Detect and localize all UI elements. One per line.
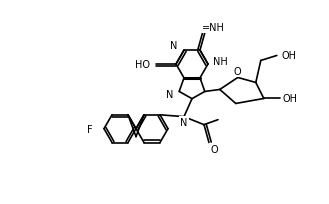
Text: N: N (165, 90, 173, 100)
Text: N: N (170, 41, 178, 51)
Text: O: O (234, 67, 241, 77)
Text: NH: NH (213, 57, 227, 67)
Text: N: N (180, 117, 188, 127)
Text: F: F (87, 124, 93, 134)
Text: O: O (210, 144, 218, 154)
Text: HO: HO (135, 60, 149, 70)
Text: =NH: =NH (202, 23, 224, 33)
Text: OH: OH (282, 94, 297, 104)
Text: OH: OH (281, 51, 296, 61)
